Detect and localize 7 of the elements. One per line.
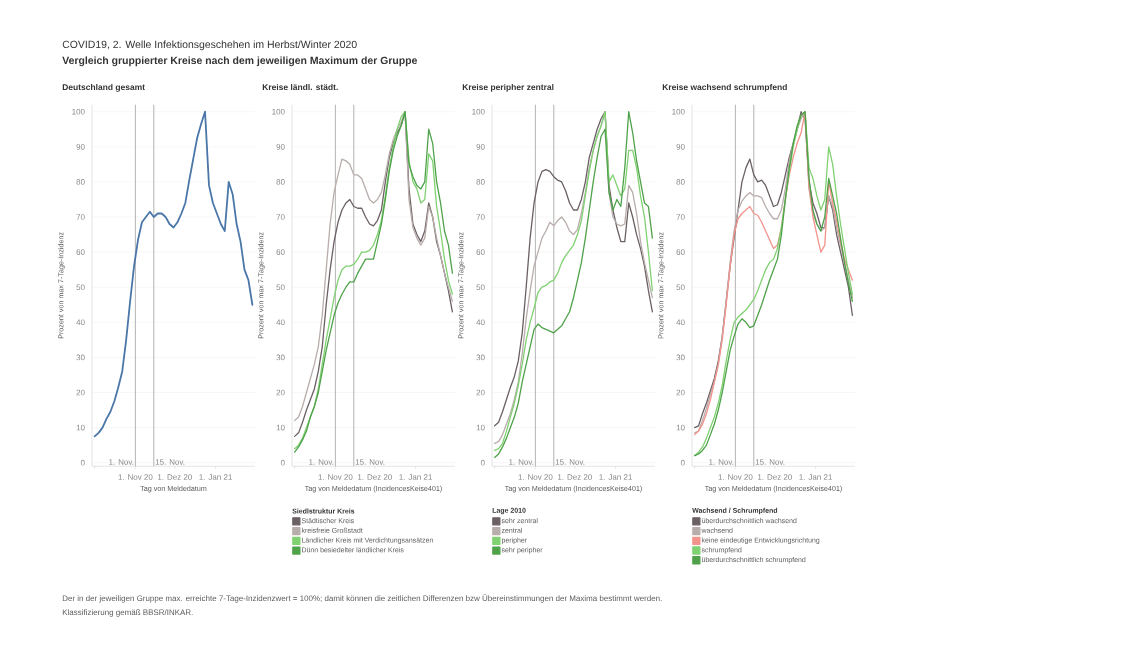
chart-title: Kreise peripher zentral [462, 83, 554, 92]
chart-title: Kreise ländl. städt. [262, 83, 338, 91]
chart-title: Kreise wachsend schrumpfend [662, 83, 787, 92]
line-series [93, 110, 254, 438]
text: Vergleich gruppierter Kreise nach dem jeweiligen Maximum der Gruppe [62, 56, 418, 67]
chart-title: Deutschland gesamt [62, 83, 145, 92]
text: COVID19, 2. Welle Infektionsgeschehen im Herbst/Winter 2020 [62, 40, 357, 51]
